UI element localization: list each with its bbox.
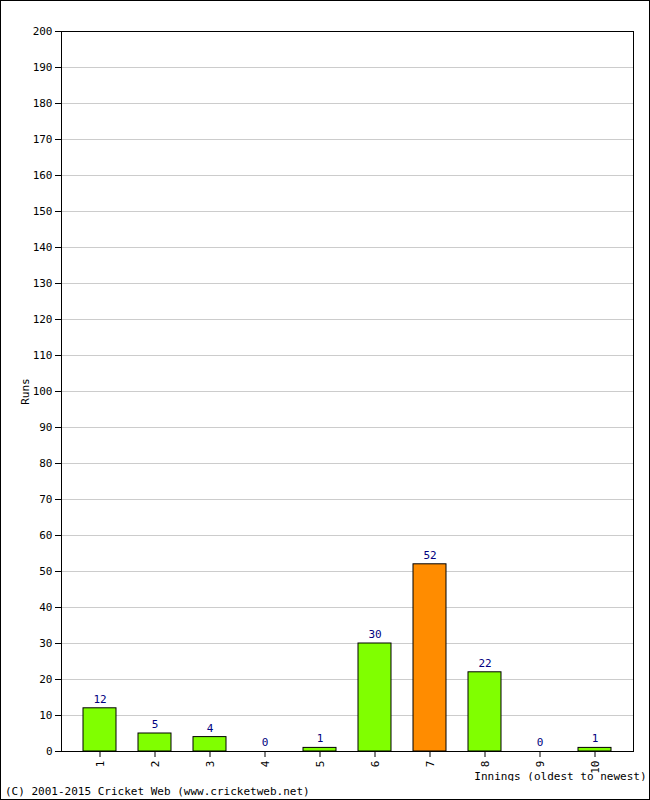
svg-text:0: 0: [46, 745, 53, 758]
svg-text:8: 8: [479, 761, 492, 768]
svg-text:3: 3: [204, 761, 217, 768]
svg-text:50: 50: [39, 565, 52, 578]
svg-text:80: 80: [39, 457, 52, 470]
svg-text:90: 90: [39, 421, 52, 434]
svg-text:0: 0: [262, 736, 269, 749]
svg-text:0: 0: [537, 736, 544, 749]
svg-text:40: 40: [39, 601, 52, 614]
svg-text:160: 160: [33, 169, 53, 182]
svg-text:30: 30: [39, 637, 52, 650]
svg-text:10: 10: [588, 760, 602, 774]
svg-text:Innings (oldest to newest): Innings (oldest to newest): [474, 770, 646, 782]
svg-text:110: 110: [33, 349, 53, 362]
svg-text:10: 10: [39, 709, 52, 722]
html-text:(C) 2001-2015 Cricket Web (www: (C) 2001-2015 Cricket Web (www.cricketwe…: [5, 785, 310, 798]
svg-text:2: 2: [149, 761, 162, 768]
svg-text:200: 200: [33, 25, 53, 38]
svg-text:180: 180: [33, 97, 53, 110]
svg-text:150: 150: [33, 205, 53, 218]
svg-text:100: 100: [33, 385, 53, 398]
svg-text:1: 1: [94, 761, 107, 768]
svg-text:140: 140: [33, 241, 53, 254]
svg-text:6: 6: [369, 761, 382, 768]
svg-text:20: 20: [39, 673, 52, 686]
svg-text:4: 4: [207, 722, 214, 735]
svg-text:170: 170: [33, 133, 53, 146]
svg-text:4: 4: [259, 760, 272, 767]
svg-text:7: 7: [424, 761, 437, 768]
svg-text:130: 130: [33, 277, 53, 290]
svg-text:1: 1: [317, 732, 324, 745]
svg-text:190: 190: [33, 61, 53, 74]
svg-text:5: 5: [152, 718, 159, 731]
svg-text:12: 12: [93, 693, 106, 706]
svg-text:Runs: Runs: [19, 378, 32, 405]
svg-text:70: 70: [39, 493, 52, 506]
svg-text:52: 52: [423, 549, 436, 562]
svg-text:1: 1: [592, 732, 599, 745]
svg-text:60: 60: [39, 529, 52, 542]
svg-text:30: 30: [368, 628, 381, 641]
svg-text:9: 9: [534, 761, 547, 768]
svg-text:5: 5: [314, 761, 327, 768]
svg-text:22: 22: [478, 657, 491, 670]
svg-text:120: 120: [33, 313, 53, 326]
